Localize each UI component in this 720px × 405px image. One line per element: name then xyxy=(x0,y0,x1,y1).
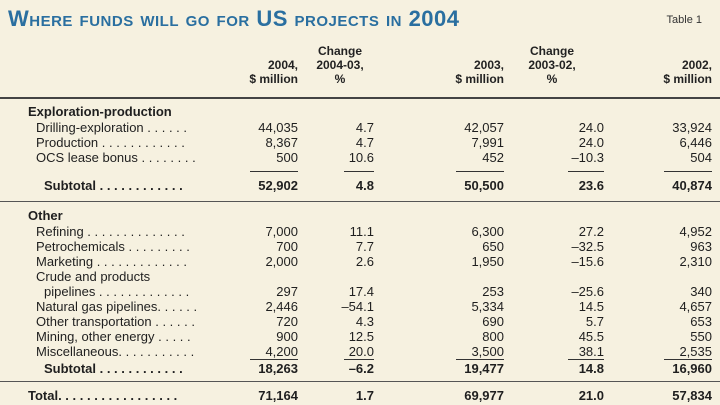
header-rule xyxy=(0,97,720,99)
col-header-change-2003-02: Change 2003-02,% xyxy=(528,44,576,86)
table-row: Petrochemicals . . . . . . . . . 700 7.7… xyxy=(36,239,712,254)
sum-line xyxy=(664,359,712,360)
col-header-change-2004-03: Change 2004-03,% xyxy=(316,44,364,86)
section-heading: Exploration-production xyxy=(28,104,172,119)
sum-line xyxy=(568,171,604,172)
table-row: Crude and products xyxy=(36,269,151,284)
sum-line xyxy=(456,171,504,172)
section-divider xyxy=(0,201,720,202)
table-number: Table 1 xyxy=(666,14,702,26)
table-row: Production . . . . . . . . . . . . 8,367… xyxy=(36,135,712,150)
subtotal-row: Subtotal . . . . . . . . . . . . 52,902 … xyxy=(44,178,712,193)
sum-line xyxy=(344,171,374,172)
sum-line xyxy=(664,171,712,172)
table-row: Marketing . . . . . . . . . . . . . 2,00… xyxy=(36,254,712,269)
table-row: Natural gas pipelines. . . . . . 2,446 –… xyxy=(36,299,712,314)
col-header-2003: 2003, $ million xyxy=(455,58,504,86)
table-row: Refining . . . . . . . . . . . . . . 7,0… xyxy=(36,224,712,239)
sum-line xyxy=(344,359,374,360)
total-divider xyxy=(0,381,720,382)
sum-line xyxy=(250,171,298,172)
total-row: Total. . . . . . . . . . . . . . . . . 7… xyxy=(28,388,712,403)
sum-line xyxy=(250,359,298,360)
table-row: Mining, other energy . . . . . 900 12.5 … xyxy=(36,329,712,344)
table-row: Drilling-exploration . . . . . . 44,035 … xyxy=(36,120,712,135)
table-title: Where funds will go for US projects in 2… xyxy=(8,6,460,31)
sum-line xyxy=(456,359,504,360)
sum-line xyxy=(568,359,604,360)
table-row: Other transportation . . . . . . 720 4.3… xyxy=(36,314,712,329)
col-header-2002: 2002, $ million xyxy=(663,58,712,86)
subtotal-row: Subtotal . . . . . . . . . . . . 18,263 … xyxy=(44,361,712,376)
table-row: OCS lease bonus . . . . . . . . 500 10.6… xyxy=(36,150,712,165)
col-header-2004: 2004, $ million xyxy=(249,58,298,86)
table-row: pipelines . . . . . . . . . . . . . 297 … xyxy=(44,284,712,299)
section-heading: Other xyxy=(28,208,63,223)
table-row: Miscellaneous. . . . . . . . . . . 4,200… xyxy=(36,344,712,359)
